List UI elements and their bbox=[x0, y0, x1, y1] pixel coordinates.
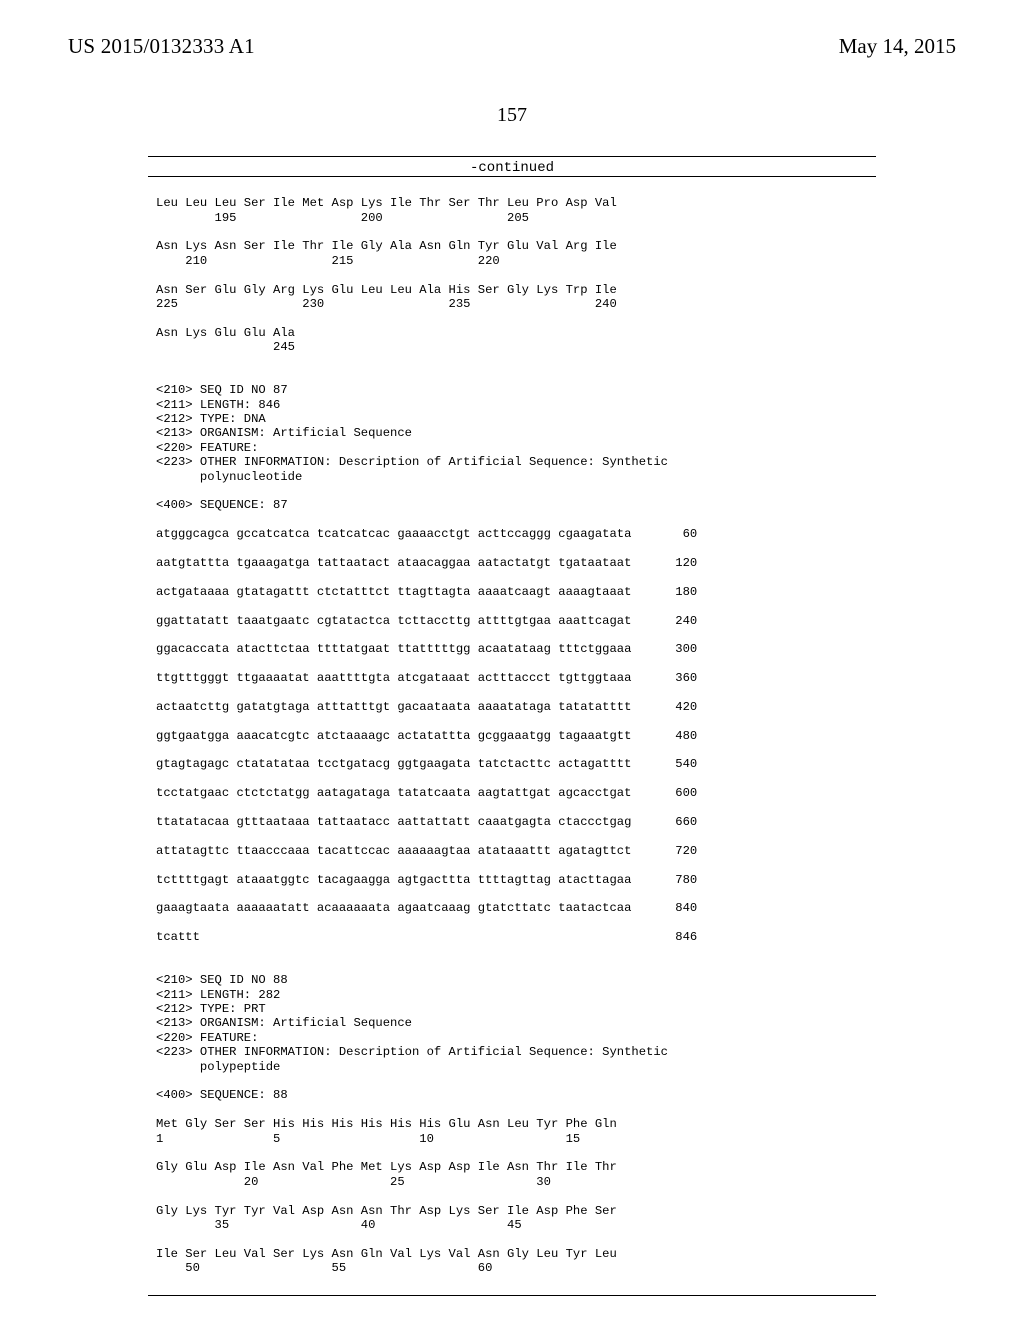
sequence-listing: Leu Leu Leu Ser Ile Met Asp Lys Ile Thr … bbox=[156, 196, 876, 1275]
publication-number: US 2015/0132333 A1 bbox=[68, 34, 255, 59]
divider bbox=[148, 156, 876, 157]
divider bbox=[148, 1295, 876, 1296]
page-number: 157 bbox=[0, 104, 1024, 127]
publication-date: May 14, 2015 bbox=[839, 34, 956, 59]
patent-page: US 2015/0132333 A1 May 14, 2015 157 -con… bbox=[0, 0, 1024, 1320]
divider bbox=[148, 176, 876, 177]
continued-label: -continued bbox=[0, 160, 1024, 176]
